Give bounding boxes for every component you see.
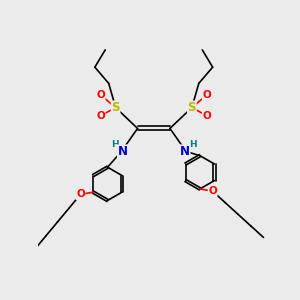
Text: N: N <box>180 145 190 158</box>
Text: O: O <box>202 90 211 100</box>
Text: S: S <box>188 101 196 114</box>
Text: O: O <box>76 190 85 200</box>
Text: S: S <box>111 101 120 114</box>
Text: N: N <box>118 145 128 158</box>
Text: H: H <box>189 140 196 149</box>
Text: O: O <box>96 90 105 100</box>
Text: O: O <box>208 186 217 196</box>
Text: H: H <box>111 140 118 149</box>
Text: O: O <box>202 111 211 121</box>
Text: O: O <box>96 111 105 121</box>
